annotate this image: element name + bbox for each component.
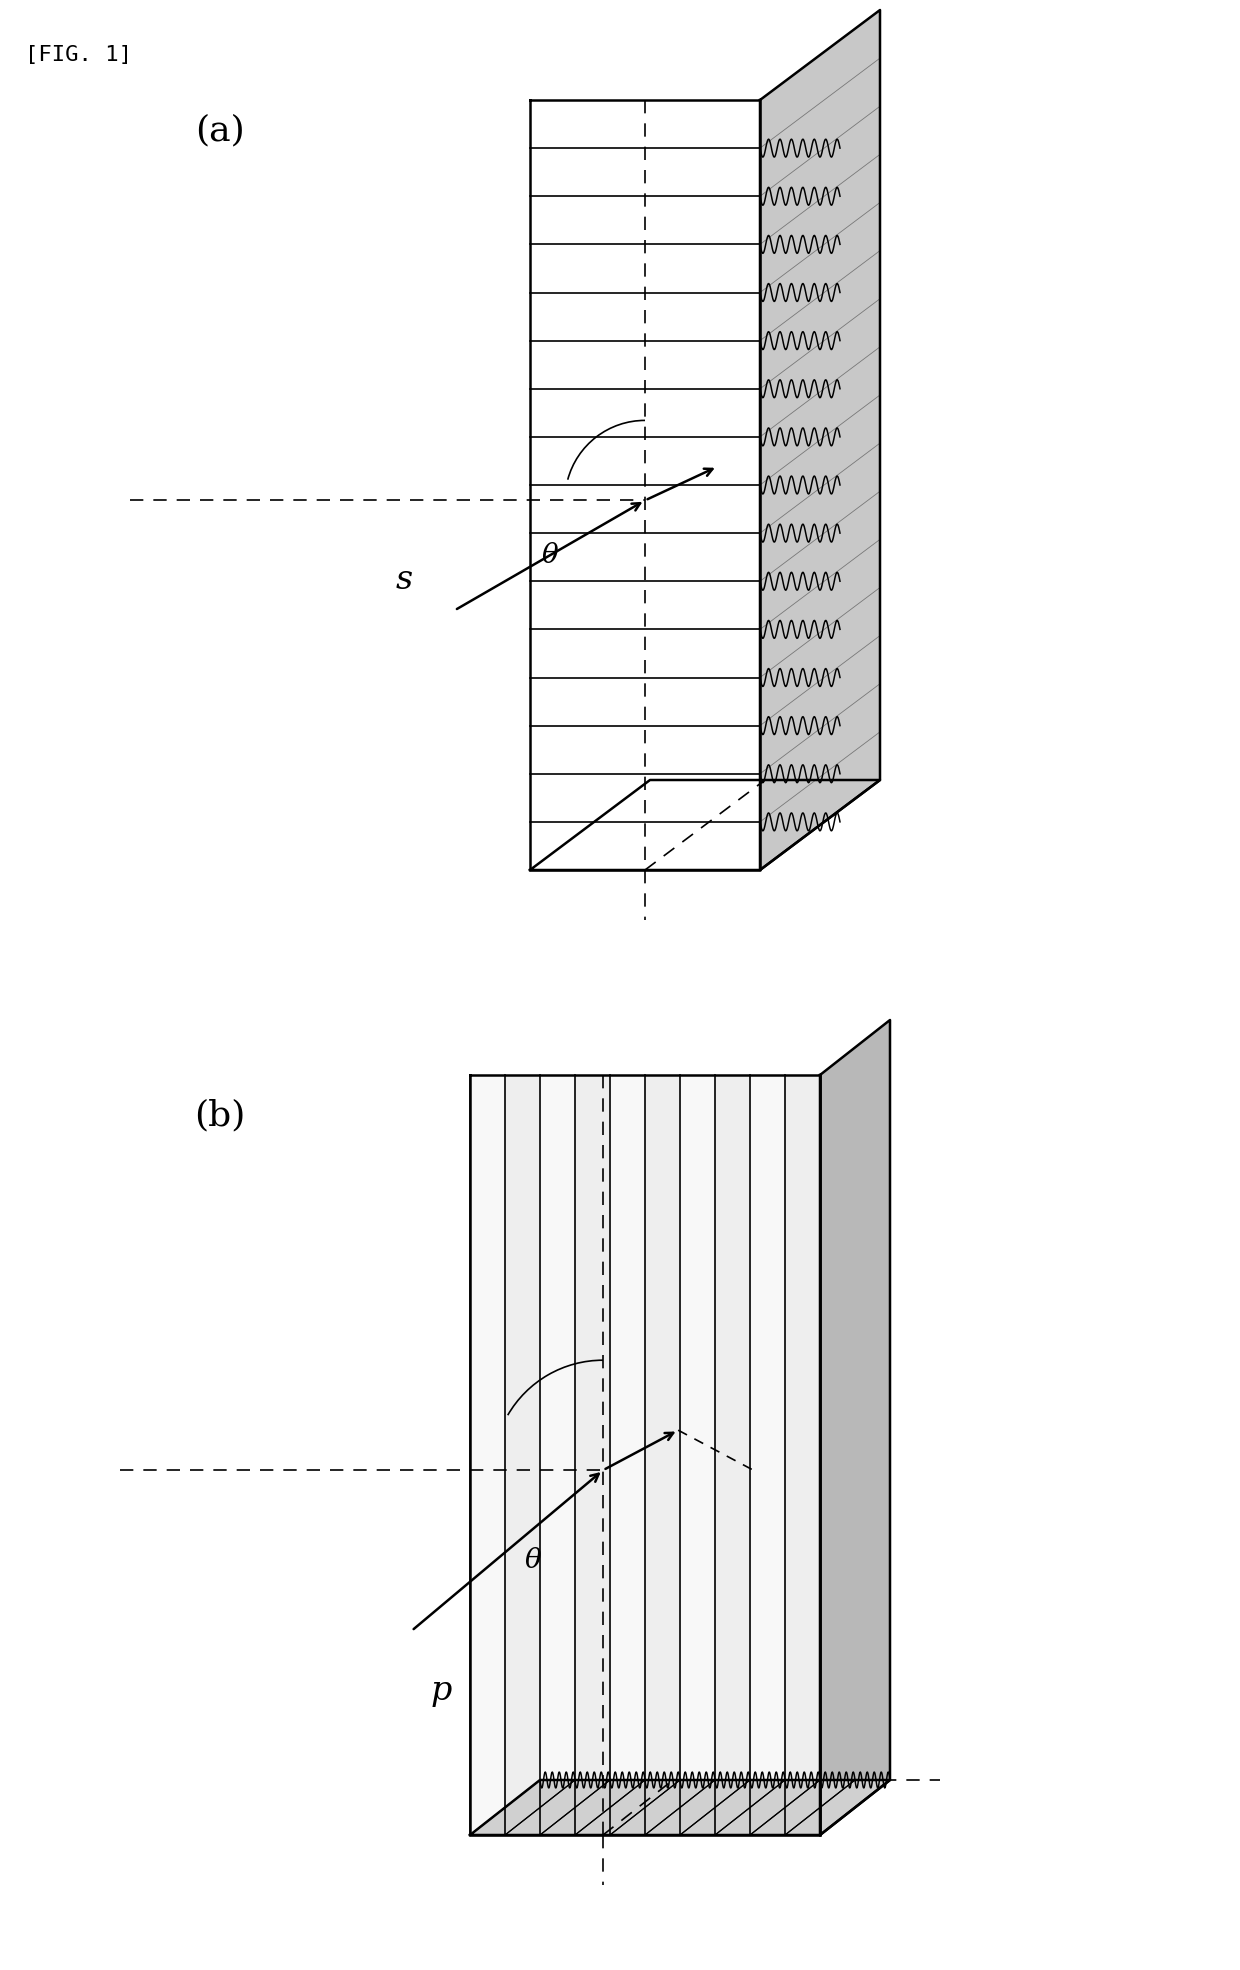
Polygon shape xyxy=(750,1076,785,1834)
Polygon shape xyxy=(715,1781,820,1834)
Polygon shape xyxy=(539,1781,645,1834)
Polygon shape xyxy=(750,1781,856,1834)
Polygon shape xyxy=(529,100,760,871)
Polygon shape xyxy=(470,1781,890,1834)
Polygon shape xyxy=(610,1781,715,1834)
Text: s: s xyxy=(396,563,413,597)
Text: (b): (b) xyxy=(195,1097,246,1133)
Text: (a): (a) xyxy=(195,112,244,148)
Polygon shape xyxy=(470,1076,505,1834)
Polygon shape xyxy=(645,1076,680,1834)
Polygon shape xyxy=(680,1781,785,1834)
Polygon shape xyxy=(575,1076,610,1834)
Polygon shape xyxy=(760,10,880,871)
Text: p: p xyxy=(430,1674,453,1706)
Polygon shape xyxy=(820,1020,890,1834)
Text: θ: θ xyxy=(525,1546,542,1574)
Polygon shape xyxy=(715,1076,750,1834)
Polygon shape xyxy=(529,780,880,871)
Polygon shape xyxy=(539,1076,575,1834)
Polygon shape xyxy=(505,1781,610,1834)
Polygon shape xyxy=(785,1781,890,1834)
Text: θ: θ xyxy=(542,542,558,569)
Polygon shape xyxy=(505,1076,539,1834)
Polygon shape xyxy=(575,1781,680,1834)
Polygon shape xyxy=(785,1076,820,1834)
Text: [FIG. 1]: [FIG. 1] xyxy=(25,45,131,65)
Polygon shape xyxy=(680,1076,715,1834)
Polygon shape xyxy=(645,1781,750,1834)
Polygon shape xyxy=(610,1076,645,1834)
Polygon shape xyxy=(470,1781,575,1834)
